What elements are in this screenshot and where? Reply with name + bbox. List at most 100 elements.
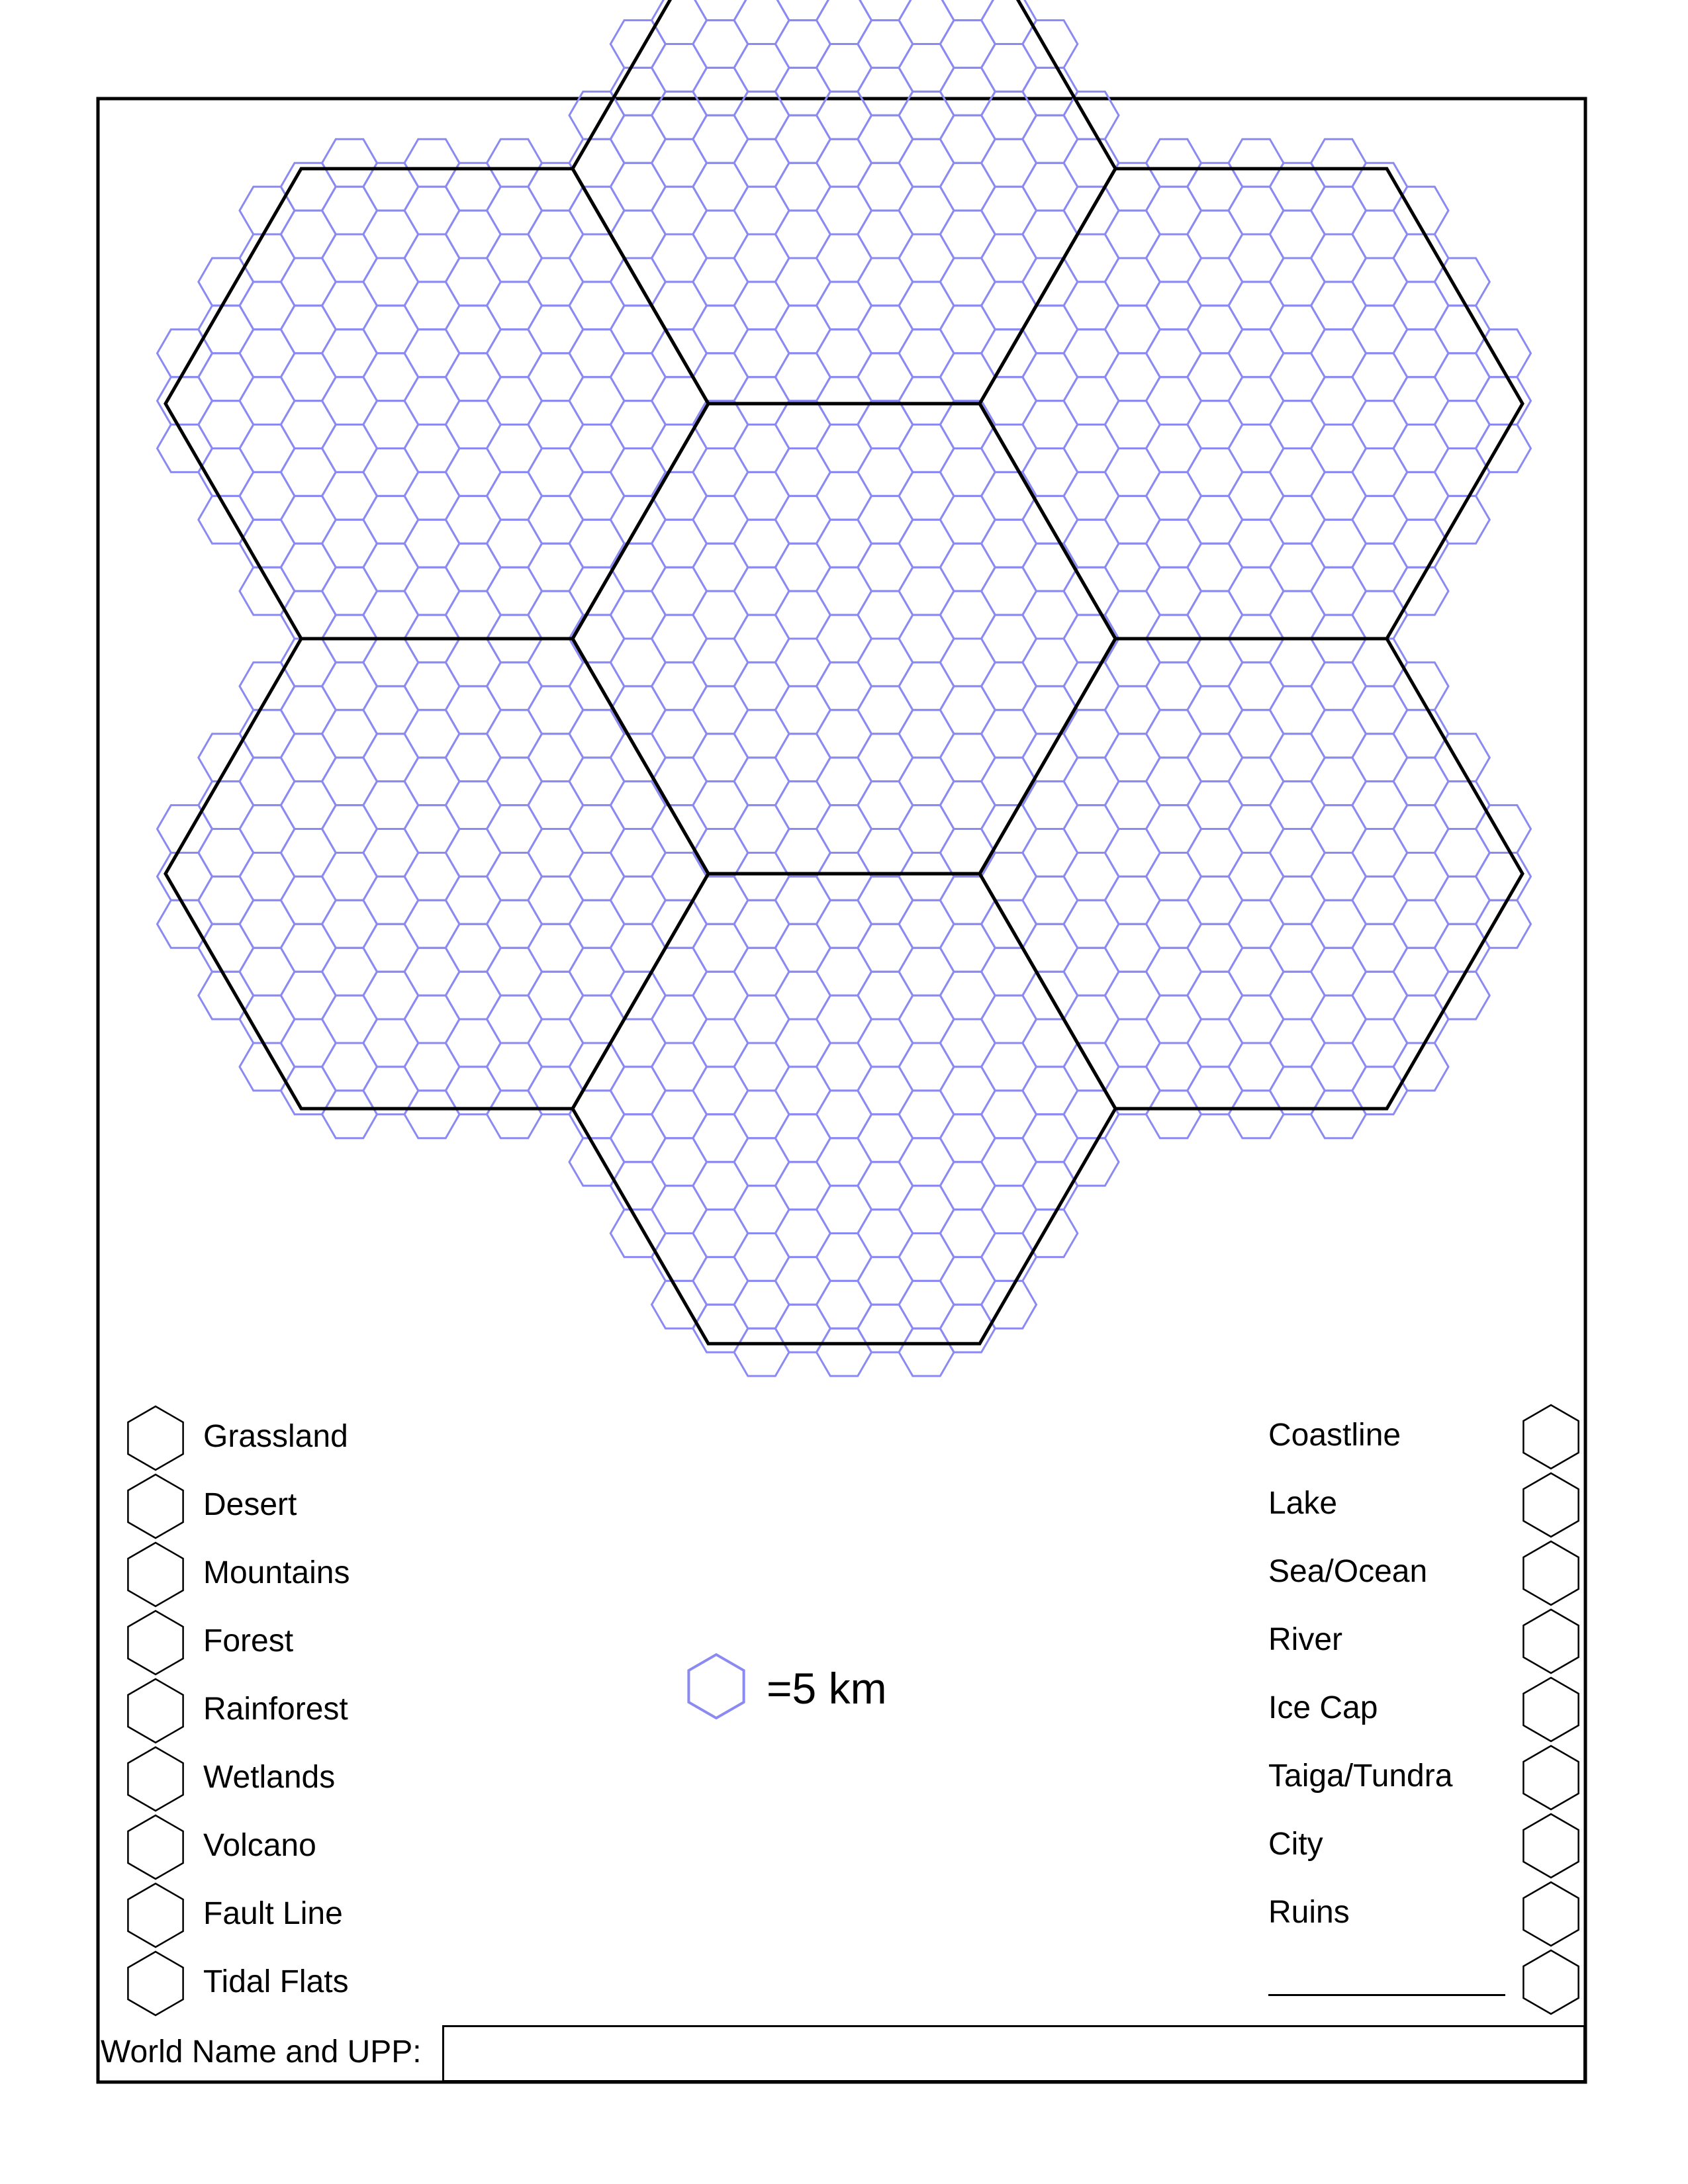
- small-hex: [857, 114, 914, 164]
- small-hex: [403, 185, 461, 236]
- small-hex: [568, 566, 626, 616]
- small-hex: [939, 1208, 997, 1258]
- small-hex: [1309, 185, 1368, 236]
- small-hex: [692, 828, 749, 878]
- small-hex: [692, 114, 749, 164]
- small-hex: [1145, 709, 1203, 759]
- small-hex: [362, 637, 420, 688]
- small-hex: [1351, 875, 1409, 925]
- small-hex: [733, 424, 790, 473]
- small-hex: [1268, 637, 1327, 688]
- small-hex: [650, 471, 708, 521]
- small-hex: [1145, 471, 1203, 521]
- small-hex: [1268, 780, 1327, 830]
- small-hex: [1392, 661, 1450, 711]
- small-hex: [980, 424, 1038, 473]
- small-hex: [692, 494, 749, 545]
- small-hex: [650, 518, 708, 569]
- small-hex: [980, 661, 1038, 711]
- small-hex: [815, 1137, 873, 1187]
- small-hex: [650, 1089, 708, 1140]
- small-hex: [444, 590, 502, 640]
- small-hex: [1186, 875, 1244, 925]
- small-hex: [898, 1042, 955, 1092]
- page-border: [96, 97, 1587, 2084]
- small-hex: [1021, 875, 1079, 925]
- small-hex: [815, 994, 873, 1044]
- small-hex: [939, 66, 997, 116]
- small-hex: [568, 852, 626, 901]
- small-hex: [1062, 756, 1120, 807]
- small-hex: [1227, 852, 1285, 901]
- world-name-field[interactable]: [442, 2025, 1585, 2082]
- small-hex: [692, 400, 749, 449]
- small-hex: [362, 875, 420, 925]
- small-hex: [1268, 257, 1327, 307]
- small-hex: [1062, 424, 1120, 473]
- small-hex: [815, 1232, 873, 1282]
- small-hex: [1145, 1089, 1203, 1140]
- small-hex: [444, 209, 502, 259]
- small-hex: [650, 1185, 708, 1234]
- small-hex: [857, 400, 914, 449]
- legend-right-label: Sea/Ocean: [1268, 1554, 1428, 1589]
- small-hex: [1227, 471, 1285, 521]
- small-hex: [444, 494, 502, 545]
- small-hex: [362, 257, 420, 307]
- small-hex: [1186, 780, 1244, 830]
- small-hex: [774, 257, 832, 307]
- small-hex: [1103, 400, 1162, 449]
- small-hex: [1351, 400, 1409, 449]
- small-hex: [1268, 447, 1327, 497]
- small-hex: [774, 209, 832, 259]
- legend-right-hex-column: [1523, 1404, 1579, 2015]
- small-hex: [568, 424, 626, 473]
- small-hex: [1145, 328, 1203, 379]
- small-hex: [1021, 1066, 1079, 1116]
- small-hex: [1186, 923, 1244, 973]
- small-hex: [568, 376, 626, 426]
- small-hex: [898, 43, 955, 93]
- scale-label: =5 km: [767, 1664, 887, 1713]
- legend-hex-icon: [127, 1746, 184, 1812]
- small-hex: [774, 352, 832, 402]
- small-hex: [1186, 590, 1244, 640]
- small-hex: [485, 899, 543, 949]
- small-hex: [1021, 828, 1079, 878]
- small-hex: [485, 804, 543, 854]
- small-hex: [362, 780, 420, 830]
- small-hex: [362, 685, 420, 735]
- small-hex: [1186, 352, 1244, 402]
- small-hex: [568, 946, 626, 997]
- small-hex: [733, 709, 790, 759]
- large-hex-outline: [164, 637, 710, 1111]
- small-hex: [815, 756, 873, 807]
- small-hex: [320, 661, 379, 711]
- small-hex: [650, 566, 708, 616]
- small-hex: [362, 733, 420, 783]
- small-hex: [815, 138, 873, 188]
- small-hex: [279, 400, 338, 449]
- small-hex: [939, 637, 997, 688]
- small-hex: [1103, 352, 1162, 402]
- small-hex: [279, 447, 338, 497]
- small-hex: [609, 828, 667, 878]
- small-hex: [1351, 685, 1409, 735]
- small-hex: [815, 1279, 873, 1330]
- small-hex: [403, 804, 461, 854]
- small-hex: [1392, 281, 1450, 331]
- small-hex: [609, 161, 667, 212]
- small-hex: [1309, 1089, 1368, 1140]
- small-hex: [609, 400, 667, 449]
- small-hex: [1433, 970, 1491, 1021]
- small-hex: [1186, 494, 1244, 545]
- small-hex: [939, 1113, 997, 1163]
- custom-legend-blank-line[interactable]: [1268, 1994, 1505, 1996]
- small-hex: [1227, 424, 1285, 473]
- small-hex: [980, 43, 1038, 93]
- small-hex: [403, 709, 461, 759]
- small-hex: [650, 804, 708, 854]
- small-hex: [527, 733, 585, 783]
- small-hex: [1021, 590, 1079, 640]
